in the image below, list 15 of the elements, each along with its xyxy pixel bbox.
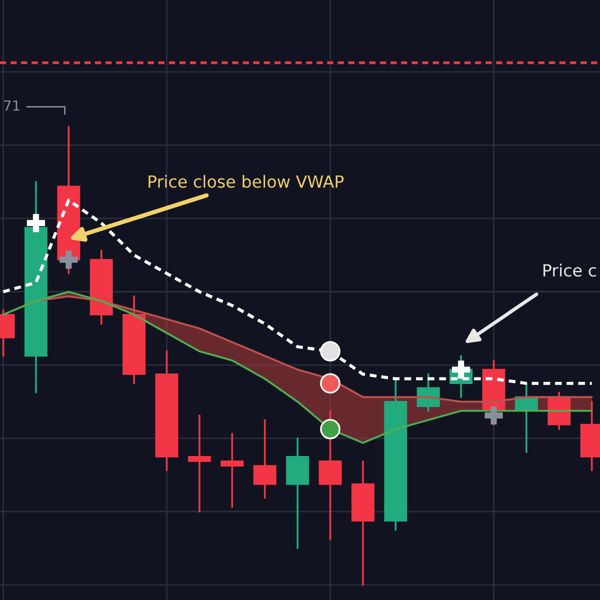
candlestick bbox=[253, 419, 276, 499]
annotation: Price close below VWAP bbox=[148, 174, 344, 188]
point bbox=[484, 406, 503, 424]
point bbox=[320, 373, 340, 394]
text: 71 bbox=[4, 100, 20, 111]
point bbox=[452, 360, 470, 379]
point bbox=[320, 341, 340, 362]
point bbox=[60, 250, 78, 269]
candlestick bbox=[318, 410, 342, 540]
candlestick bbox=[416, 373, 440, 412]
point bbox=[26, 214, 46, 232]
candlestick bbox=[220, 432, 244, 508]
point bbox=[320, 419, 340, 440]
candlestick bbox=[188, 414, 211, 513]
annotation: Price c bbox=[544, 264, 596, 277]
